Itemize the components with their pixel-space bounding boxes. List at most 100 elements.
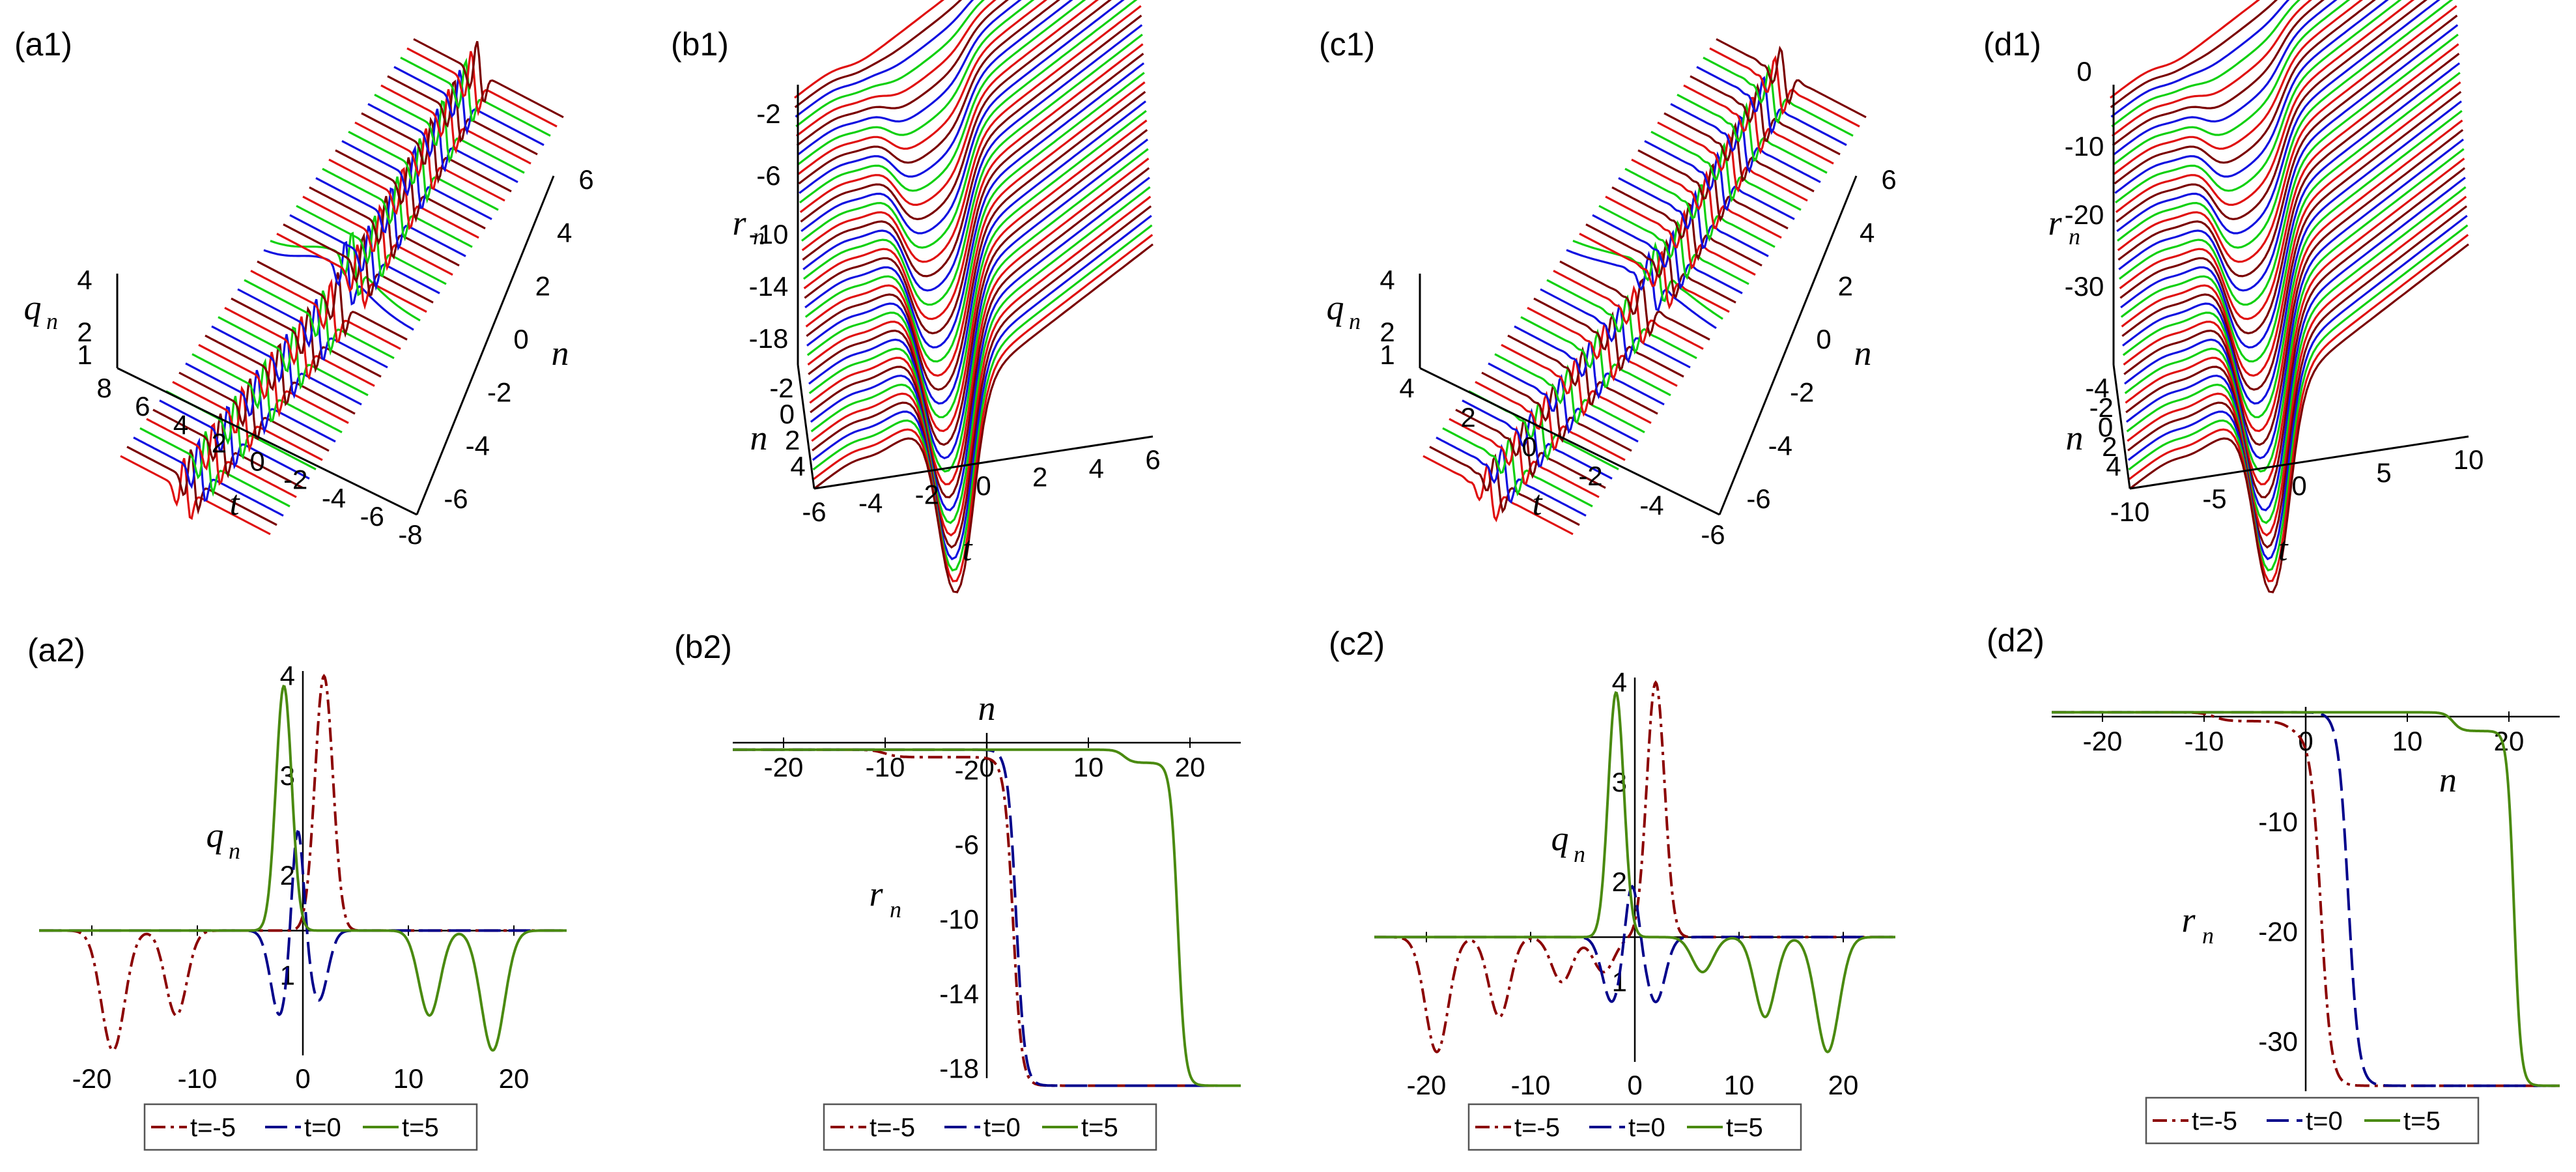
y-axis-label-sub: n [229, 838, 240, 864]
t-tick-label: 4 [1399, 373, 1414, 403]
surface-line [361, 112, 512, 193]
surface-line [2124, 138, 2464, 460]
n-tick-label: 0 [513, 324, 528, 354]
t-tick-label: 0 [1522, 431, 1536, 462]
surface-line [2127, 195, 2467, 537]
series-line-t=0 [39, 830, 567, 1016]
surface-line [2126, 186, 2467, 524]
surface-line [794, 0, 945, 99]
t-tick-label: -2 [915, 479, 939, 509]
panel-label: (c1) [1319, 26, 1375, 63]
surface-line [2127, 205, 2468, 549]
n-axis-label: n [2066, 418, 2084, 457]
y-axis-label-sub: n [890, 896, 901, 922]
surface-line [2115, 0, 2402, 204]
y-axis-label: r [2181, 900, 2196, 939]
surface-line [2110, 0, 2261, 99]
surface-line [1422, 455, 1574, 536]
z-tick-label: 4 [77, 264, 92, 295]
surface-line [799, 0, 1086, 204]
z-tick-label: 1 [77, 339, 92, 370]
surface-line [328, 158, 479, 239]
z-tick-label: -2 [756, 98, 780, 129]
surface-line [126, 446, 277, 526]
surface-line [250, 270, 401, 350]
legend-label: t=0 [984, 1113, 1021, 1142]
t-tick-label: -4 [858, 488, 883, 519]
surface-line [1442, 427, 1593, 507]
n-tick-label: 4 [1860, 218, 1875, 248]
surface-line [1716, 38, 1867, 119]
x-tick-label: 0 [2298, 726, 2313, 756]
t-tick-label: 5 [2376, 457, 2391, 488]
z-axis-label-sub: n [46, 308, 58, 334]
surface-line [387, 75, 538, 156]
surface-line [296, 205, 447, 285]
t-tick-label: -5 [2202, 483, 2226, 514]
n-tick-label: -4 [1768, 430, 1792, 461]
surface-line [2110, 0, 2278, 108]
surface-line [2114, 0, 2376, 185]
surface-line [1540, 288, 1691, 369]
surface-line [1677, 93, 1828, 174]
y-tick-label: -18 [939, 1053, 979, 1084]
surface-line [808, 148, 1149, 473]
surface-line [1657, 121, 1808, 202]
x-axis-label: n [2439, 760, 2457, 799]
legend-label: t=5 [402, 1113, 439, 1142]
y-axis-label-sub: n [2202, 922, 2214, 949]
y-tick-label: -10 [939, 904, 979, 934]
series-line-t=5 [1374, 691, 1895, 1053]
n-tick-label: -4 [2085, 373, 2109, 403]
surface-line [2114, 0, 2389, 194]
n-tick-label: 4 [557, 218, 572, 248]
z-tick-label: 1 [1380, 339, 1394, 370]
t-tick-label: -6 [1701, 519, 1725, 550]
surface-line [2121, 91, 2462, 391]
x-tick-label: 10 [1724, 1070, 1755, 1100]
n-tick-label: 2 [785, 425, 800, 455]
z-tick-label: -30 [2065, 271, 2104, 302]
n-axis [1718, 175, 1858, 515]
legend-label: t=-5 [2192, 1107, 2237, 1136]
surface-line [810, 177, 1150, 511]
surface-line [807, 119, 1148, 433]
surface-line [795, 0, 985, 128]
legend-label: t=5 [1081, 1113, 1118, 1142]
x-tick-label: -20 [2083, 726, 2123, 756]
series-line-t=-5 [1374, 680, 1895, 1053]
surface-line [1553, 270, 1704, 350]
surface-line [801, 0, 1138, 249]
t-axis [814, 435, 1154, 490]
z-tick-label: 0 [2076, 56, 2091, 87]
y-axis-label: q [206, 816, 224, 855]
surface-line [2111, 0, 2312, 137]
surface-line [283, 223, 434, 304]
surface-line [1696, 66, 1847, 147]
surface-line [1579, 233, 1730, 313]
surface-line [315, 177, 466, 257]
t-tick-label: -2 [283, 465, 307, 495]
surface-line [172, 380, 323, 461]
surface-line [2123, 119, 2463, 433]
n-tick-label: 2 [1838, 270, 1853, 301]
surface-line [802, 14, 1142, 278]
legend-box [2145, 1096, 2480, 1145]
surface-line [302, 195, 453, 276]
surface-line [2116, 0, 2441, 235]
surface-line [797, 0, 1022, 156]
t-tick-label: 8 [96, 373, 111, 403]
t-tick-label: -6 [360, 501, 384, 532]
y-axis-label: r [869, 874, 883, 913]
surface-line [795, 0, 997, 137]
n-axis [2112, 364, 2131, 489]
series-line-t=5 [733, 748, 1241, 1087]
surface-line [205, 334, 356, 415]
surface-line [800, 0, 1125, 235]
x-tick-label: 20 [2494, 726, 2525, 756]
surface-line [808, 129, 1148, 446]
surface-line [335, 149, 486, 230]
t-tick-label: 2 [212, 427, 227, 458]
